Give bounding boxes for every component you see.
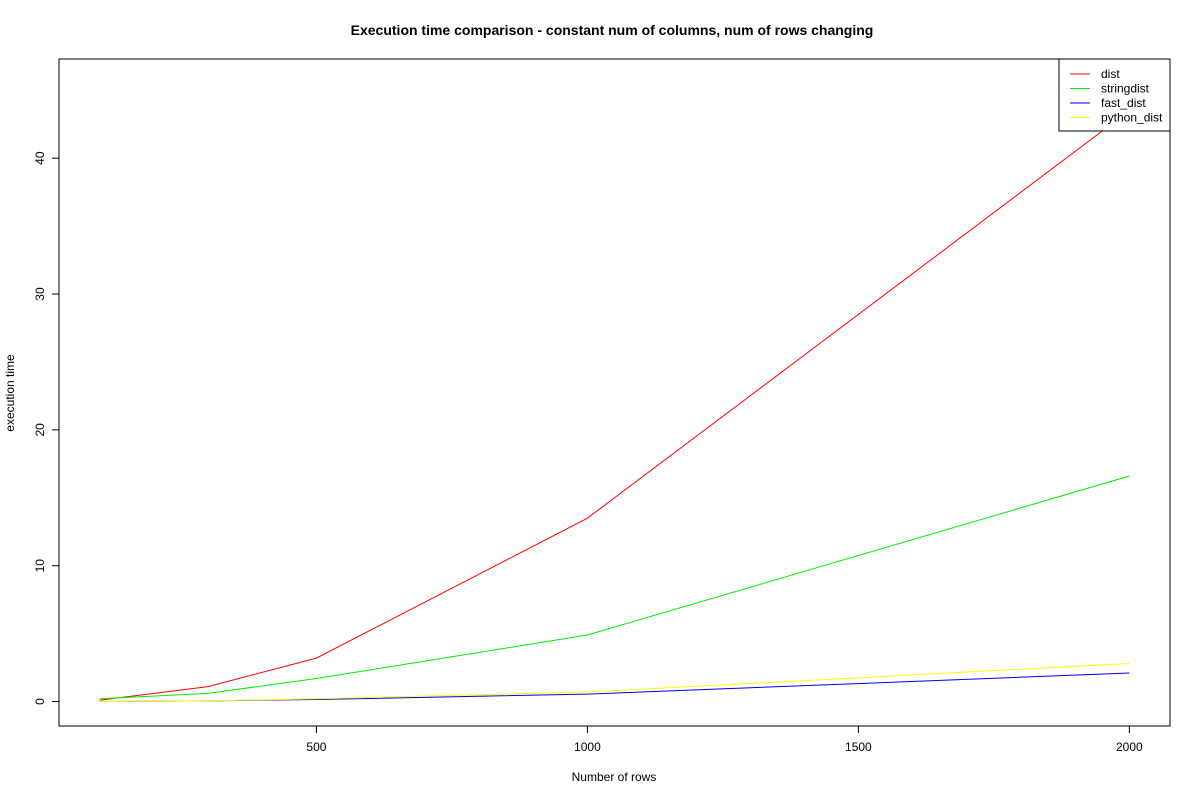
y-tick-label: 10 bbox=[33, 559, 47, 573]
y-tick-label: 30 bbox=[33, 287, 47, 301]
legend-label-python_dist: python_dist bbox=[1101, 111, 1163, 125]
plot-frame bbox=[58, 58, 1171, 727]
x-tick-label: 500 bbox=[306, 740, 326, 754]
x-tick-label: 1500 bbox=[845, 740, 872, 754]
y-tick-label: 40 bbox=[33, 151, 47, 165]
legend-label-fast_dist: fast_dist bbox=[1101, 96, 1146, 110]
series-line-python_dist bbox=[99, 663, 1130, 702]
series-layer bbox=[99, 110, 1130, 702]
y-axis: 0 10 20 30 40 bbox=[33, 151, 59, 705]
legend-box bbox=[1058, 58, 1171, 132]
x-tick-label: 1000 bbox=[574, 740, 601, 754]
y-axis-label: execution time bbox=[3, 354, 17, 432]
series-line-stringdist bbox=[99, 475, 1130, 700]
x-tick-label: 2000 bbox=[1116, 740, 1143, 754]
x-axis-label: Number of rows bbox=[572, 770, 657, 784]
legend-label-dist: dist bbox=[1101, 67, 1120, 81]
x-axis: 500 1000 1500 2000 bbox=[306, 726, 1143, 754]
series-line-dist bbox=[99, 110, 1130, 701]
y-tick-label: 20 bbox=[33, 423, 47, 437]
y-tick-label: 0 bbox=[33, 698, 47, 705]
legend-label-stringdist: stringdist bbox=[1101, 82, 1150, 96]
chart-title: Execution time comparison - constant num… bbox=[351, 22, 874, 38]
